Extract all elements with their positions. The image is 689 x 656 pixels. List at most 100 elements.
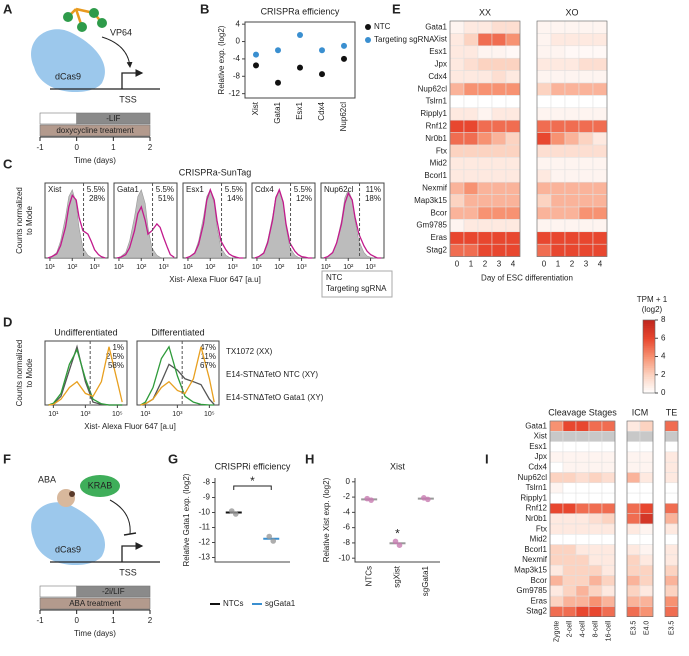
heatmap-cell (491, 194, 507, 208)
heatmap-cell (639, 564, 654, 576)
heatmap-cell (626, 575, 641, 587)
heatmap-cell (562, 451, 577, 463)
heatmap-cell (449, 119, 465, 133)
legend-label: Targeting sgRNA (326, 284, 387, 293)
heatmap-cell (592, 45, 608, 59)
effector-label: VP64 (110, 27, 132, 37)
point (270, 538, 277, 544)
heatmap-cell (588, 585, 603, 597)
timeline-bar (76, 112, 151, 125)
row-label: Rnf12 (426, 122, 448, 131)
heatmap-cell (491, 70, 507, 84)
colorbar-tick-label: 2 (661, 370, 666, 379)
group-frame (449, 20, 521, 257)
heatmap-cell (549, 420, 564, 432)
colorbar-step (643, 383, 655, 387)
row-label: Ftx (536, 524, 547, 533)
protein-label: dCas9 (55, 544, 81, 554)
heatmap-cell (575, 461, 590, 473)
x-tick-label: 10¹ (321, 264, 332, 271)
heatmap-cell (588, 503, 603, 514)
row-label: Esx1 (529, 442, 547, 451)
heatmap-cell (626, 595, 641, 607)
x-tick-label: 10² (343, 264, 354, 271)
heatmap-cell (592, 119, 608, 133)
gate-percent: 47% (200, 343, 216, 352)
heatmap-cell (664, 492, 679, 504)
heatmap-cell (449, 33, 465, 47)
density-curve (185, 187, 244, 259)
density-curve (140, 345, 215, 406)
heatmap-cell (505, 132, 521, 146)
heatmap-cell (639, 513, 654, 525)
heatmap-cell (592, 95, 608, 109)
heatmap-cell (491, 20, 507, 34)
heatmap-cell (639, 523, 654, 535)
heatmap-cell (592, 243, 608, 257)
heatmap-cell (626, 523, 641, 535)
significance-bracket (233, 485, 272, 490)
heatmap-cell (601, 513, 616, 525)
colorbar-step (643, 376, 655, 379)
legend-box (321, 270, 393, 298)
legend-label: NTC (374, 22, 391, 31)
x-tick-label: 10¹ (48, 411, 59, 418)
heatmap-cell (463, 206, 479, 220)
panel-label: D (3, 314, 12, 329)
heatmap-cell (549, 431, 564, 442)
heatmap-cell (449, 181, 465, 195)
colorbar-step (643, 332, 655, 336)
heatmap-cell (463, 157, 479, 171)
heatmap-cell (505, 181, 521, 195)
row-label: Nexmif (522, 555, 548, 564)
heatmap-cell (477, 95, 493, 109)
heatmap-cell (564, 57, 580, 71)
x-tick-label: sgGata1 (421, 565, 430, 596)
heatmap-cell (549, 492, 564, 504)
group-title: ICM (632, 407, 649, 417)
group-frame (664, 420, 679, 617)
gate-percent: 28% (89, 194, 105, 203)
heatmap-cell (449, 219, 465, 233)
heatmap-cell (562, 564, 577, 576)
legend-label: sgGata1 (265, 599, 296, 608)
heatmap-cell (588, 534, 603, 545)
heatmap-cell (664, 513, 679, 525)
heatmap-cell (664, 441, 679, 453)
colorbar-step (643, 382, 655, 385)
heatmap-cell (550, 119, 566, 133)
y-tick-label: -12 (198, 538, 210, 547)
row-label: Nup62cl (418, 84, 448, 93)
x-tick-label: 10² (205, 264, 216, 271)
heatmap-cell (575, 431, 590, 442)
group-title: XX (479, 7, 491, 17)
gate-percent: 67% (200, 361, 216, 370)
heatmap-cell (449, 169, 465, 183)
heatmap-cell (601, 544, 616, 556)
colorbar-step (643, 349, 655, 352)
heatmap-cell (578, 119, 594, 133)
tick-label: 1 (111, 616, 116, 625)
heatmap-cell (549, 461, 564, 473)
heatmap-cell (578, 33, 594, 47)
row-label: Mid2 (530, 535, 548, 544)
heatmap-cell (463, 95, 479, 109)
gate-percent: 5.5% (294, 185, 312, 194)
heatmap-cell (592, 194, 608, 208)
heatmap-cell (601, 420, 616, 432)
heatmap-cell (562, 492, 577, 504)
row-label: Tslrn1 (526, 483, 548, 492)
column-label: E3.5 (630, 621, 637, 636)
heatmap-cell (550, 20, 566, 34)
point (232, 511, 239, 517)
chart-title: CRISPRi efficiency (215, 461, 291, 471)
heatmap-cell (562, 585, 577, 597)
heatmap-cell (664, 503, 679, 514)
heatmap-cell (477, 219, 493, 233)
heatmap-cell (536, 95, 552, 109)
heatmap-cell (578, 194, 594, 208)
colorbar-step (643, 387, 655, 390)
density-curve (185, 188, 244, 259)
heatmap-cell (550, 181, 566, 195)
heatmap-cell (536, 70, 552, 84)
